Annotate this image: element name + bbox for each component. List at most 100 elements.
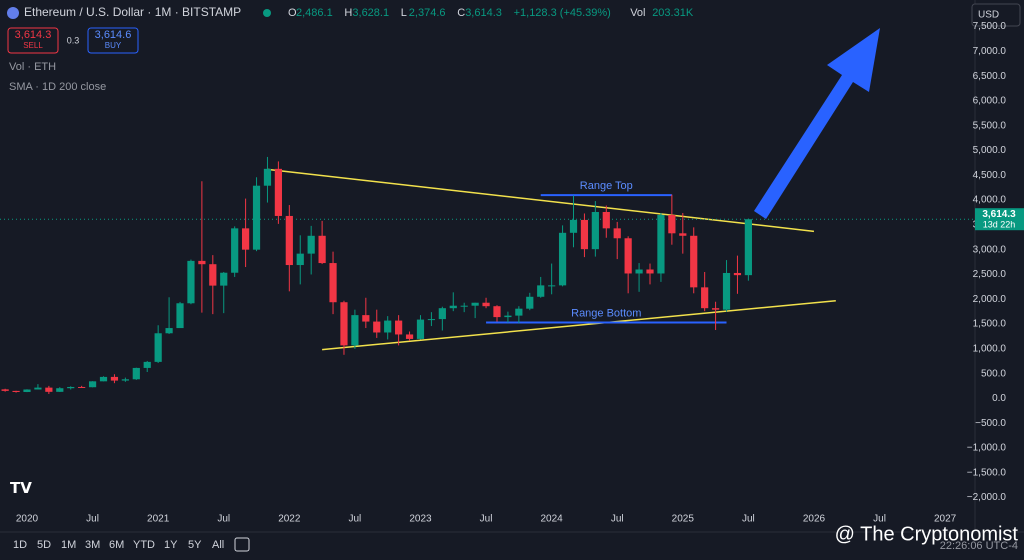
timeframe-button[interactable]: YTD — [133, 539, 155, 551]
candle-body — [296, 253, 304, 266]
candle-body — [744, 219, 752, 276]
y-tick-label: 5,500.0 — [973, 120, 1007, 131]
legend-value: 3,614.3 — [465, 7, 502, 19]
candle-body — [121, 379, 129, 381]
x-tick-label: 2021 — [147, 514, 170, 525]
date-range-icon[interactable] — [234, 537, 250, 552]
candle-body — [23, 389, 31, 392]
last-price-box — [975, 208, 1024, 231]
spread: 0.3 — [67, 35, 80, 45]
eth-icon — [7, 7, 19, 19]
x-tick-label: Jul — [86, 514, 99, 525]
legend-value: 3,628.1 — [352, 7, 389, 19]
candle-body — [263, 168, 272, 186]
y-tick-label: −1,000.0 — [967, 443, 1007, 454]
currency-select[interactable] — [971, 3, 1021, 27]
timeframe-button[interactable]: 6M — [109, 539, 124, 551]
candle-body — [504, 315, 512, 318]
candle-body — [340, 302, 348, 346]
x-tick-label: 2022 — [278, 514, 301, 525]
x-tick-label: Jul — [349, 514, 362, 525]
candle-body — [143, 361, 151, 368]
legend-value: 203.31K — [652, 7, 694, 19]
candle-body — [12, 390, 20, 392]
last-price-label: 3,614.3 — [982, 209, 1016, 220]
y-tick-label: 4,500.0 — [973, 170, 1007, 181]
candle-body — [591, 211, 599, 250]
y-tick-label: 2,500.0 — [973, 269, 1007, 280]
indicator: Vol · ETH — [9, 61, 56, 73]
candle-body — [165, 328, 173, 334]
candle-body — [733, 272, 742, 276]
candle-body — [351, 315, 359, 346]
candle-body — [110, 376, 119, 381]
range-label: Range Bottom — [571, 307, 641, 319]
candle-body — [690, 235, 698, 288]
y-tick-label: 3,000.0 — [973, 244, 1007, 255]
currency: USD — [978, 10, 999, 21]
x-tick-label: 2026 — [803, 514, 826, 525]
y-tick-label: 5,000.0 — [973, 145, 1007, 156]
legend-key: Vol — [630, 7, 645, 19]
candle-body — [187, 260, 195, 304]
x-tick-label: Jul — [217, 514, 230, 525]
candle-body — [405, 334, 414, 339]
candle-body — [242, 228, 250, 250]
sell-button[interactable] — [7, 27, 59, 54]
x-tick-label: 2025 — [672, 514, 695, 525]
candle-body — [668, 214, 676, 234]
legend-value: 2,486.1 — [296, 7, 333, 19]
buy-button[interactable] — [87, 27, 139, 54]
buy-label: BUY — [105, 41, 122, 50]
legend-key: O — [288, 7, 297, 19]
y-tick-label: 1,000.0 — [973, 343, 1007, 354]
candle-body — [471, 302, 479, 306]
candle-body — [154, 333, 162, 362]
candle-body — [198, 260, 206, 265]
y-tick-label: −1,500.0 — [967, 467, 1007, 478]
candle-body — [449, 305, 457, 309]
candle-body — [602, 211, 610, 229]
timeframe-button[interactable]: All — [212, 539, 224, 551]
candle-body — [580, 219, 589, 250]
candle-body — [635, 269, 643, 274]
candle-body — [711, 308, 720, 310]
timeframe-button[interactable]: 1Y — [164, 539, 178, 551]
range-label: Range Top — [580, 180, 633, 192]
candle-body — [493, 306, 501, 318]
sell-label: SELL — [23, 41, 43, 50]
countdown: 13d 22h — [983, 220, 1016, 230]
timeframe-button[interactable]: 5Y — [188, 539, 202, 551]
candle-body — [318, 235, 326, 264]
candle-body — [701, 287, 709, 309]
candle-body — [285, 215, 293, 266]
candle-body — [646, 269, 654, 274]
legend-value: 2,374.6 — [409, 7, 446, 19]
candle-body — [252, 185, 261, 250]
timeframe-button[interactable]: 1D — [13, 539, 27, 551]
arrow — [754, 28, 880, 219]
legend-value: +1,128.3 (+45.39%) — [514, 7, 611, 19]
timeframe-button[interactable]: 5D — [37, 539, 51, 551]
y-tick-label: 2,000.0 — [973, 294, 1007, 305]
timeframe-button[interactable]: 1M — [61, 539, 76, 551]
x-tick-label: Jul — [611, 514, 624, 525]
candle-body — [231, 228, 239, 273]
legend-key: L — [401, 7, 407, 19]
legend-key: C — [457, 7, 465, 19]
timeframe-button[interactable]: 3M — [85, 539, 100, 551]
candle-body — [373, 321, 381, 333]
candle-body — [515, 308, 523, 316]
y-tick-label: 4,000.0 — [973, 195, 1007, 206]
y-tick-label: −500.0 — [975, 418, 1006, 429]
candle-body — [176, 303, 184, 329]
x-tick-label: 2023 — [409, 514, 432, 525]
watermark: @ The Cryptonomist — [835, 523, 1019, 545]
y-tick-label: 0.0 — [992, 393, 1006, 404]
candle-body — [395, 320, 403, 335]
candle-body — [45, 387, 53, 392]
market-status — [263, 9, 271, 17]
candle-body — [209, 264, 217, 286]
trendline — [322, 299, 836, 351]
